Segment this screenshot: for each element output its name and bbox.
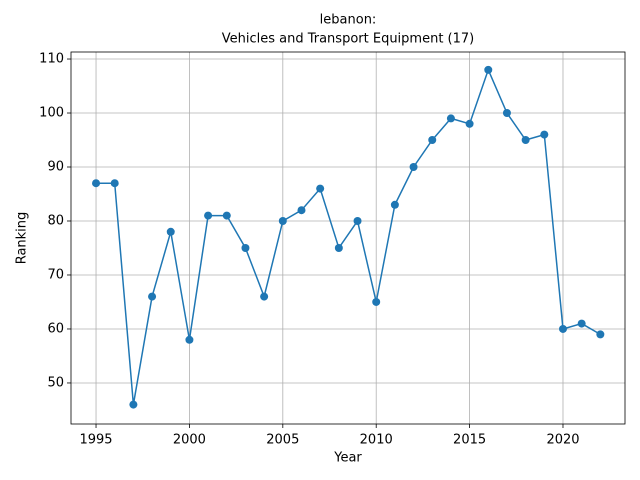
data-point [540,130,549,139]
data-point [166,227,175,236]
x-tick-label: 1995 [79,433,112,448]
y-tick-label: 110 [39,52,64,67]
data-point [596,330,605,339]
data-point [260,292,269,301]
data-point [92,179,101,188]
data-point [409,163,418,172]
data-point [297,206,306,215]
data-point [390,200,399,209]
data-point [558,324,567,333]
x-tick-label: 2010 [360,433,393,448]
data-point [185,335,194,344]
y-tick-label: 90 [47,160,64,175]
data-point [502,109,511,118]
data-point [334,243,343,252]
data-point [316,184,325,193]
y-tick-label: 60 [47,321,64,336]
data-point [521,136,530,145]
data-point [428,136,437,145]
data-point [577,319,586,328]
y-tick-label: 100 [39,106,64,121]
y-tick-label: 50 [47,375,64,390]
data-point [148,292,157,301]
y-tick-label: 80 [47,213,64,228]
data-point [465,119,474,128]
data-point [353,216,362,225]
data-line [96,67,601,405]
y-axis-label: Ranking [15,212,30,265]
data-point [222,211,231,220]
data-point [204,211,213,220]
x-tick-label: 2000 [173,433,206,448]
data-point [484,65,493,74]
x-tick-label: 2015 [453,433,486,448]
x-tick-label: 2020 [546,433,579,448]
data-point [278,216,287,225]
data-point [110,179,119,188]
x-axis-label: Year [333,451,362,466]
data-point [241,243,250,252]
y-tick-label: 70 [47,267,64,282]
chart-title: lebanon: [320,13,377,28]
plot-frame [70,51,626,425]
data-point [129,400,138,409]
chart-title: Vehicles and Transport Equipment (17) [222,32,475,47]
data-point [446,114,455,123]
x-tick-label: 2005 [266,433,299,448]
data-point [372,297,381,306]
